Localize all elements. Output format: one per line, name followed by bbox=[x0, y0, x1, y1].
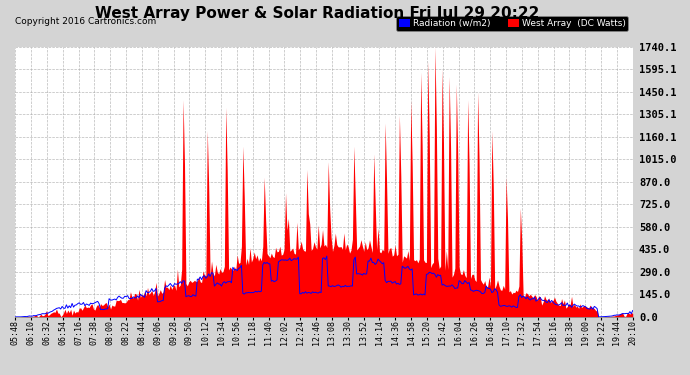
Text: West Array Power & Solar Radiation Fri Jul 29 20:22: West Array Power & Solar Radiation Fri J… bbox=[95, 6, 540, 21]
Legend: Radiation (w/m2), West Array  (DC Watts): Radiation (w/m2), West Array (DC Watts) bbox=[396, 16, 628, 31]
Text: Copyright 2016 Cartronics.com: Copyright 2016 Cartronics.com bbox=[15, 17, 157, 26]
